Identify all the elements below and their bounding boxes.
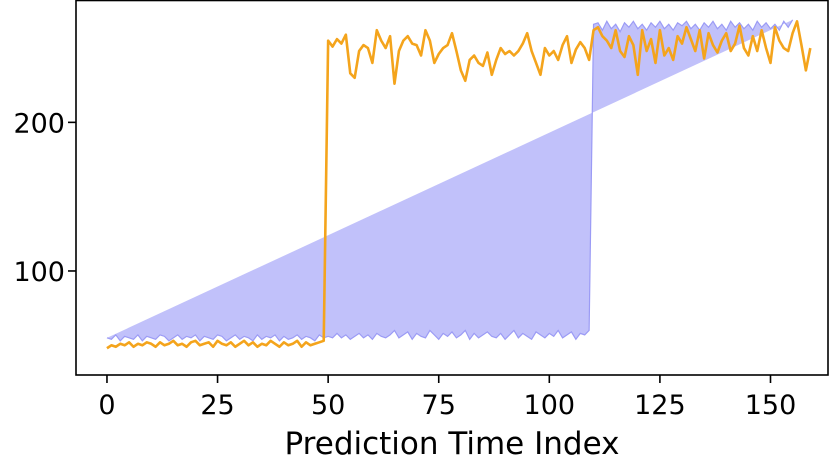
x-axis-title: Prediction Time Index: [285, 426, 620, 462]
y-axis: 100 200: [13, 108, 76, 288]
x-tick-label: 125: [634, 390, 686, 421]
prediction-line: [106, 20, 812, 350]
plot-frame: [75, 0, 829, 376]
x-axis: 0 25 50 75 100 125 150: [98, 375, 796, 421]
confidence-band: [106, 19, 794, 342]
plot-layer: [106, 19, 812, 350]
x-tick-label: 25: [200, 390, 234, 421]
y-tick-label: 100: [13, 257, 65, 288]
x-tick-label: 100: [524, 390, 576, 421]
x-tick-label: 50: [311, 390, 345, 421]
x-tick-label: 0: [98, 390, 115, 421]
x-tick-label: 150: [745, 390, 797, 421]
x-tick-label: 75: [422, 390, 456, 421]
y-tick-label: 200: [13, 108, 65, 139]
